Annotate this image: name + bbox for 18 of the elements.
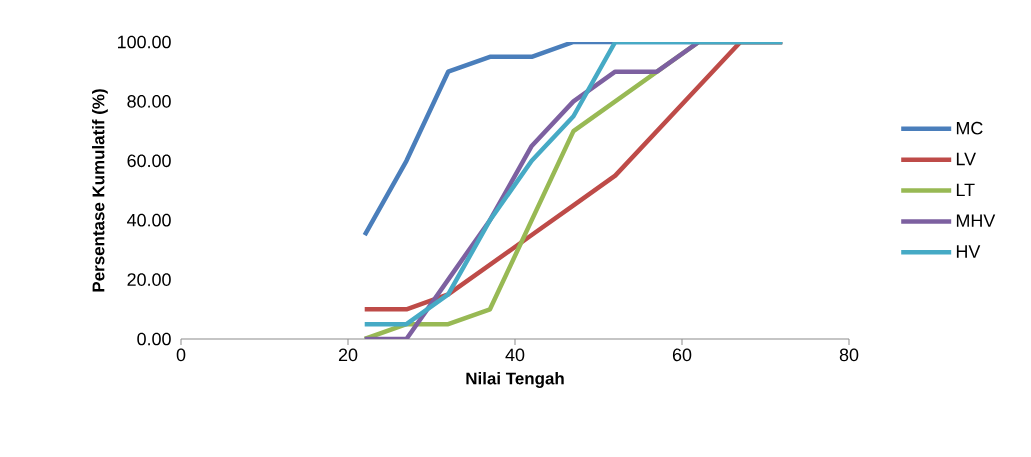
legend-label: MC — [956, 121, 983, 135]
y-tick-label: 60.00 — [127, 154, 171, 168]
x-axis-title: Nilai Tengah — [466, 372, 564, 388]
y-tick-label: 80.00 — [127, 95, 171, 108]
x-tick-label: 40 — [505, 348, 525, 362]
legend-label: LV — [956, 152, 976, 166]
y-tick-label: 100.00 — [118, 35, 171, 49]
x-tick-label: 20 — [338, 348, 358, 362]
legend-label: HV — [956, 245, 981, 258]
y-axis-title: Persentase Kumulatif (%) — [92, 89, 108, 292]
x-tick-label: 0 — [176, 348, 186, 362]
y-tick-label: 0.00 — [137, 332, 171, 346]
y-tick-label: 40.00 — [127, 213, 171, 227]
legend-label: LT — [956, 183, 975, 196]
x-tick-label: 60 — [672, 348, 692, 362]
legend-label: MHV — [956, 214, 996, 227]
y-tick-label: 20.00 — [127, 273, 171, 286]
x-tick-label: 80 — [839, 348, 859, 362]
